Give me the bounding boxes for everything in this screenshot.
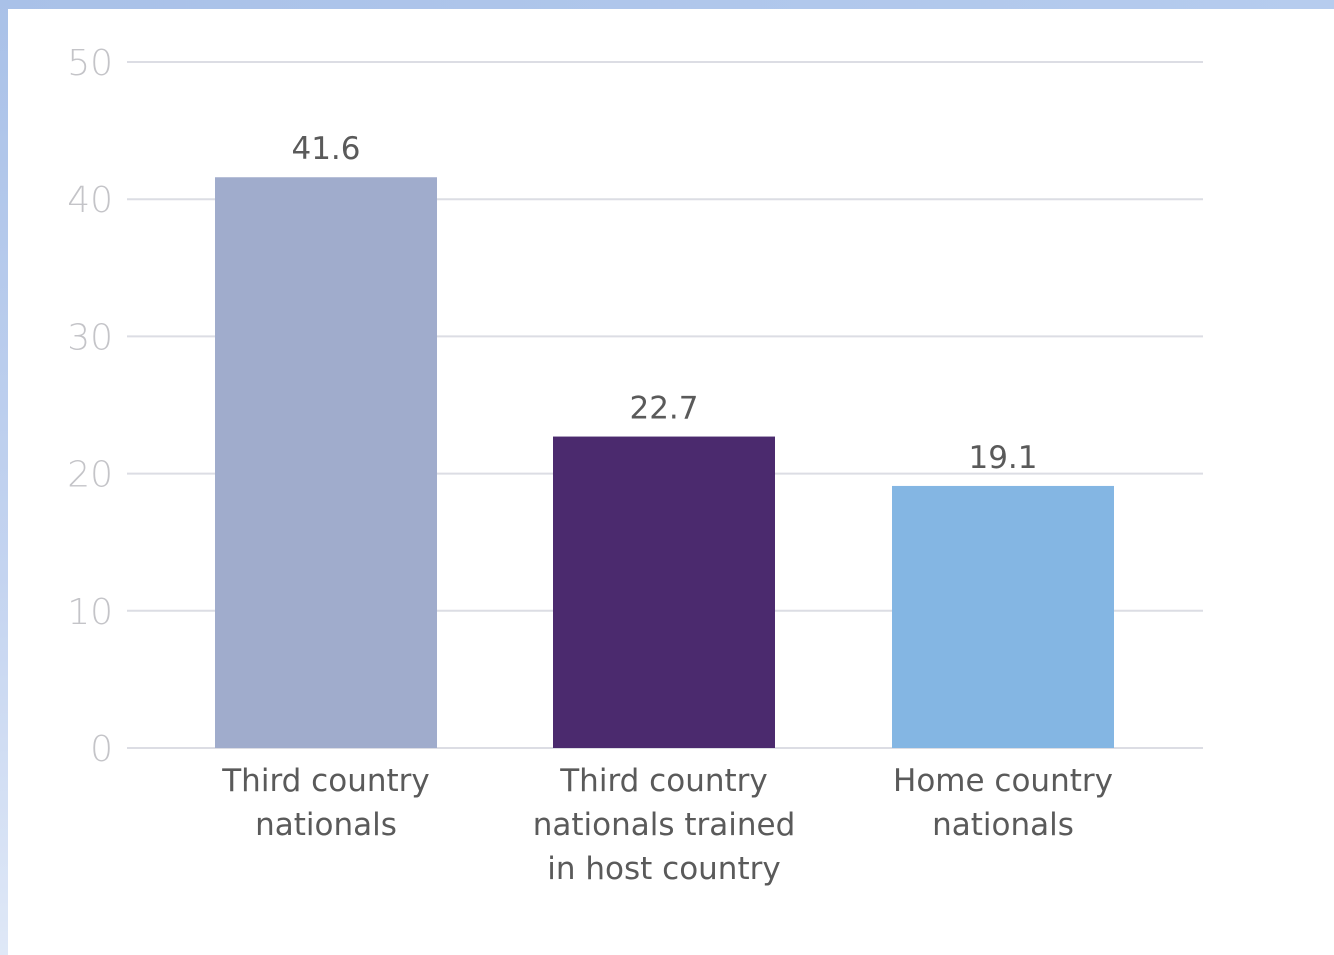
y-tick-label: 10 (67, 592, 113, 633)
x-tick-label-line: nationals (932, 807, 1074, 843)
x-tick-label-line: in host country (547, 851, 780, 887)
data-label: 41.6 (291, 131, 360, 167)
window-left-border (0, 0, 8, 955)
x-tick-label-line: nationals (255, 807, 397, 843)
bar (892, 485, 1114, 748)
bar (553, 436, 775, 748)
window-top-border (0, 0, 1334, 9)
y-tick-label: 30 (67, 317, 113, 358)
x-tick-label-line: Third country (221, 763, 429, 799)
data-labels: 41.6 22.7 19.1 (291, 131, 1037, 476)
x-tick-label: Home country nationals (893, 763, 1113, 843)
data-label: 19.1 (968, 440, 1037, 476)
x-tick-label-line: Third country (559, 763, 767, 799)
y-axis-ticks: 0 10 20 30 40 50 (67, 43, 113, 770)
bar (215, 177, 437, 749)
x-tick-label-line: nationals trained (533, 807, 796, 843)
y-tick-label: 40 (67, 180, 113, 221)
y-tick-label: 20 (67, 455, 113, 496)
x-tick-label: Third country nationals trained in host co… (533, 763, 796, 887)
data-label: 22.7 (629, 391, 698, 427)
x-tick-label-line: Home country (893, 763, 1113, 799)
y-tick-label: 50 (67, 43, 113, 84)
x-axis-labels: Third country nationals Third country natio… (221, 763, 1113, 887)
x-tick-label: Third country nationals (221, 763, 429, 843)
bars (215, 177, 1114, 749)
y-tick-label: 0 (90, 729, 113, 770)
